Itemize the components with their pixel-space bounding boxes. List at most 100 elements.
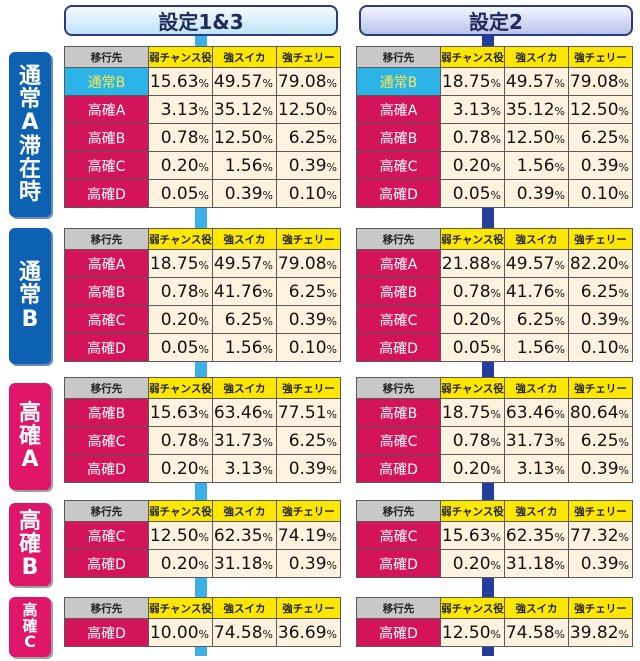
column-header-destination: 移行先 (64, 46, 149, 68)
destination-cell: 高確B (64, 277, 149, 306)
probability-cell: 0.39% (568, 305, 633, 334)
table-row: 高確B 0.78% 12.50% 6.25% (64, 123, 341, 152)
probability-cell: 0.78% (440, 426, 505, 455)
column-header-role: 強チェリー (568, 46, 633, 68)
percent-sign: % (326, 558, 337, 572)
table-row: 高確C 0.20% 1.56% 0.39% (64, 151, 341, 180)
percent-sign: % (618, 132, 629, 146)
probability-value: 18.75 (441, 402, 491, 423)
table-row: 高確A 18.75% 49.57% 79.08% (64, 249, 341, 278)
probability-cell: 6.25% (568, 426, 633, 455)
section-label-char: 通 (18, 64, 41, 90)
probability-cell: 12.50% (504, 123, 569, 152)
table-header-row: 移行先 弱チャンス役 強スイカ 強チェリー (356, 46, 633, 68)
percent-sign: % (618, 342, 629, 356)
probability-cell: 0.39% (568, 549, 633, 578)
table-row: 高確C 0.20% 6.25% 0.39% (64, 305, 341, 334)
percent-sign: % (618, 627, 629, 641)
column-header-role: 強チェリー (568, 597, 633, 619)
probability-cell: 79.08% (276, 249, 341, 278)
section-label-char: A (21, 110, 39, 136)
probability-value: 0.78 (160, 430, 199, 451)
column-header-role: 強スイカ (504, 500, 569, 522)
probability-cell: 0.39% (504, 179, 569, 208)
probability-value: 0.05 (160, 183, 199, 204)
table-header-row: 移行先 弱チャンス役 強スイカ 強チェリー (64, 500, 341, 522)
destination-cell: 高確A (64, 249, 149, 278)
destination-cell: 高確C (356, 305, 441, 334)
destination-cell: 高確B (356, 123, 441, 152)
percent-sign: % (198, 627, 209, 641)
table-row: 高確D 12.50% 74.58% 39.82% (356, 618, 633, 647)
probability-cell: 0.10% (568, 333, 633, 362)
probability-value: 6.25 (288, 430, 327, 451)
section-label-char: 常 (18, 87, 41, 113)
probability-cell: 0.78% (148, 426, 213, 455)
table-row: 高確D 0.05% 1.56% 0.10% (64, 333, 341, 362)
probability-value: 6.25 (288, 281, 327, 302)
probability-value: 31.18 (505, 553, 555, 574)
table-row: 高確C 12.50% 62.35% 74.19% (64, 521, 341, 550)
probability-cell: 0.20% (440, 454, 505, 483)
percent-sign: % (490, 258, 501, 272)
probability-cell: 15.63% (440, 521, 505, 550)
column-header-role: 弱チャンス役 (440, 597, 505, 619)
destination-cell: 高確D (64, 454, 149, 483)
percent-sign: % (326, 463, 337, 477)
percent-sign: % (326, 407, 337, 421)
probability-value: 3.13 (160, 99, 199, 120)
destination-cell: 高確D (356, 179, 441, 208)
column-header-role: 弱チャンス役 (148, 46, 213, 68)
probability-value: 3.13 (452, 99, 491, 120)
probability-value: 77.32 (569, 525, 619, 546)
probability-value: 35.12 (505, 99, 555, 120)
destination-cell: 高確D (64, 333, 149, 362)
probability-cell: 0.39% (212, 179, 277, 208)
percent-sign: % (618, 76, 629, 90)
percent-sign: % (554, 160, 565, 174)
probability-value: 12.50 (277, 99, 327, 120)
probability-cell: 6.25% (568, 277, 633, 306)
percent-sign: % (262, 314, 273, 328)
probability-cell: 15.63% (148, 398, 213, 427)
probability-cell: 0.78% (440, 277, 505, 306)
column-header-role: 弱チャンス役 (440, 228, 505, 250)
probability-value: 0.39 (580, 309, 619, 330)
probability-value: 18.75 (149, 253, 199, 274)
probability-value: 0.05 (452, 183, 491, 204)
table-row: 高確D 10.00% 74.58% 36.69% (64, 618, 341, 647)
column-header-destination: 移行先 (356, 500, 441, 522)
destination-cell: 高確D (356, 333, 441, 362)
probability-value: 21.88 (441, 253, 491, 274)
probability-value: 0.10 (580, 337, 619, 358)
column-header-role: 強スイカ (212, 46, 277, 68)
header-label: 設定1&3 (158, 10, 244, 34)
column-header-role: 強チェリー (276, 500, 341, 522)
section-label-char: 常 (18, 283, 41, 309)
percent-sign: % (618, 286, 629, 300)
percent-sign: % (326, 435, 337, 449)
probability-cell: 15.63% (148, 67, 213, 96)
probability-cell: 35.12% (504, 95, 569, 124)
probability-cell: 18.75% (148, 249, 213, 278)
table-row: 高確C 0.20% 6.25% 0.39% (356, 305, 633, 334)
probability-value: 0.05 (160, 337, 199, 358)
probability-value: 0.10 (580, 183, 619, 204)
probability-cell: 3.13% (148, 95, 213, 124)
probability-value: 0.20 (452, 155, 491, 176)
probability-value: 18.75 (441, 71, 491, 92)
probability-cell: 0.10% (276, 333, 341, 362)
probability-value: 31.73 (213, 430, 263, 451)
percent-sign: % (198, 407, 209, 421)
probability-cell: 0.05% (440, 333, 505, 362)
percent-sign: % (490, 530, 501, 544)
percent-sign: % (198, 435, 209, 449)
column-header-role: 弱チャンス役 (440, 500, 505, 522)
percent-sign: % (198, 160, 209, 174)
percent-sign: % (618, 160, 629, 174)
destination-cell: 高確A (356, 95, 441, 124)
section-label-char: 時 (18, 179, 41, 205)
probability-value: 79.08 (277, 71, 327, 92)
probability-value: 1.56 (224, 337, 263, 358)
probability-value: 79.08 (277, 253, 327, 274)
